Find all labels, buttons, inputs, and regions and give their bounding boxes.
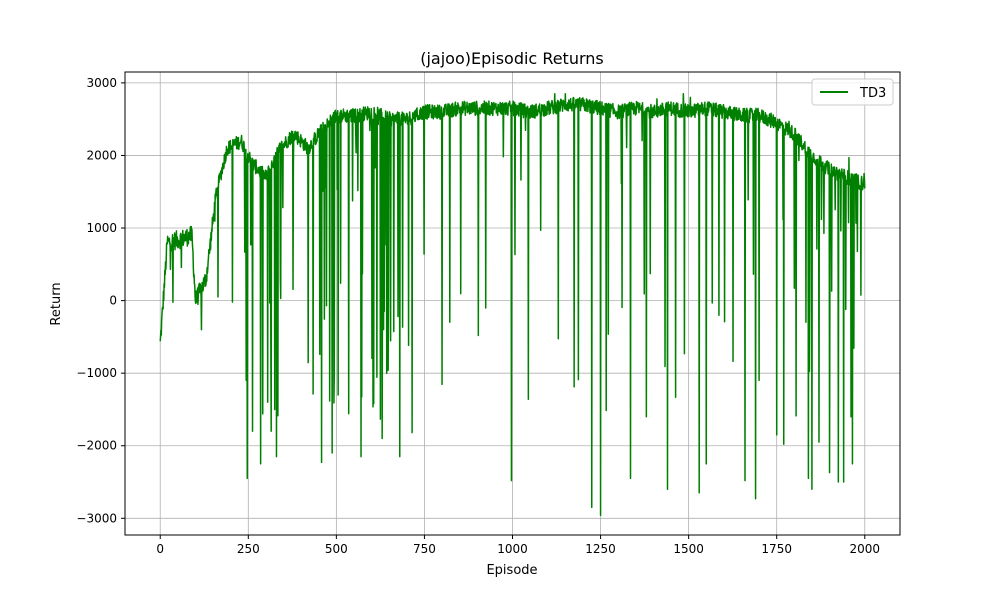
x-tick-label: 0 [156, 542, 164, 556]
x-axis: 0 250 500 750 1000 1250 1500 1750 2000 [156, 535, 880, 556]
y-tick-label: 1000 [86, 221, 117, 235]
y-tick-label: 0 [109, 294, 117, 308]
chart-title: (jajoo)Episodic Returns [420, 49, 604, 68]
x-tick-label: 750 [413, 542, 436, 556]
x-tick-label: 2000 [849, 542, 880, 556]
y-tick-label: 3000 [86, 76, 117, 90]
y-tick-label: −3000 [76, 511, 117, 525]
y-axis-label: Return [49, 282, 64, 325]
x-tick-label: 1750 [761, 542, 792, 556]
series-line-td3 [159, 93, 866, 517]
y-tick-label: −1000 [76, 366, 117, 380]
x-axis-label: Episode [486, 563, 537, 578]
x-tick-label: 1000 [497, 542, 528, 556]
series-group [159, 93, 866, 517]
x-tick-label: 500 [325, 542, 348, 556]
y-tick-label: −2000 [76, 439, 117, 453]
legend-box [811, 78, 894, 106]
x-tick-label: 1250 [585, 542, 616, 556]
y-tick-label: 2000 [86, 148, 117, 162]
x-tick-label: 250 [237, 542, 260, 556]
legend-label-td3: TD3 [859, 86, 886, 101]
legend: TD3 [811, 78, 894, 106]
y-axis: −3000 −2000 −1000 0 1000 2000 3000 [76, 76, 125, 525]
x-tick-label: 1500 [673, 542, 704, 556]
